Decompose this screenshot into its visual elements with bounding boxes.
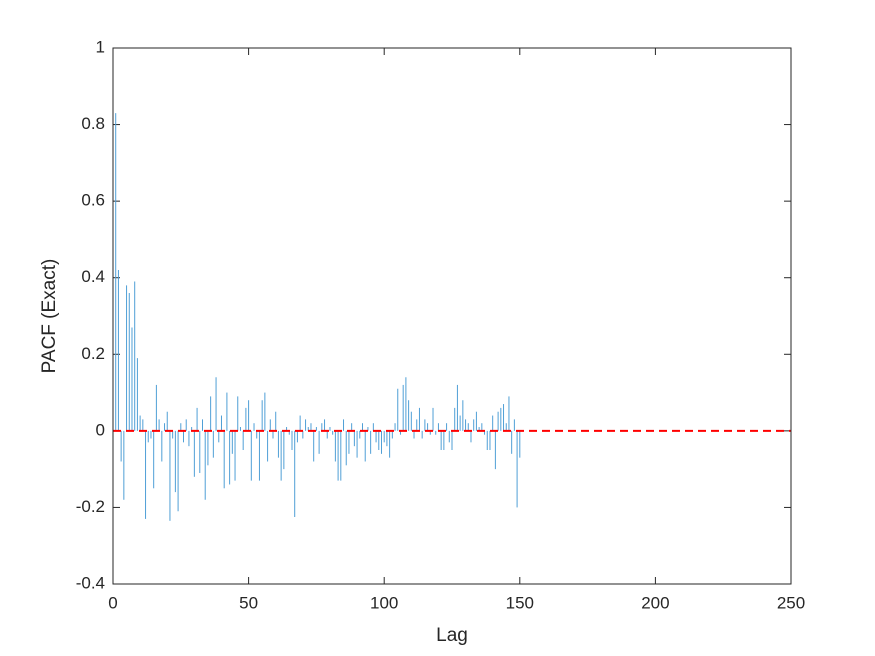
y-tick-label: 0.8: [81, 114, 105, 133]
x-tick-label: 0: [108, 593, 117, 612]
x-axis-label: Lag: [436, 625, 468, 646]
y-tick-label: 0.4: [81, 267, 105, 286]
y-tick-label: -0.2: [76, 497, 105, 516]
y-tick-label: 0: [96, 420, 105, 439]
y-tick-label: 0.2: [81, 344, 105, 363]
x-tick-label: 200: [641, 593, 669, 612]
x-tick-label: 100: [370, 593, 398, 612]
y-tick-label: -0.4: [76, 573, 105, 592]
y-tick-label: 1: [96, 37, 105, 56]
y-tick-label: 0.6: [81, 191, 105, 210]
x-tick-label: 50: [239, 593, 258, 612]
x-tick-label: 150: [506, 593, 534, 612]
y-axis-label: PACF (Exact): [39, 259, 60, 374]
plot-frame: [112, 47, 792, 585]
x-tick-label: 250: [777, 593, 805, 612]
